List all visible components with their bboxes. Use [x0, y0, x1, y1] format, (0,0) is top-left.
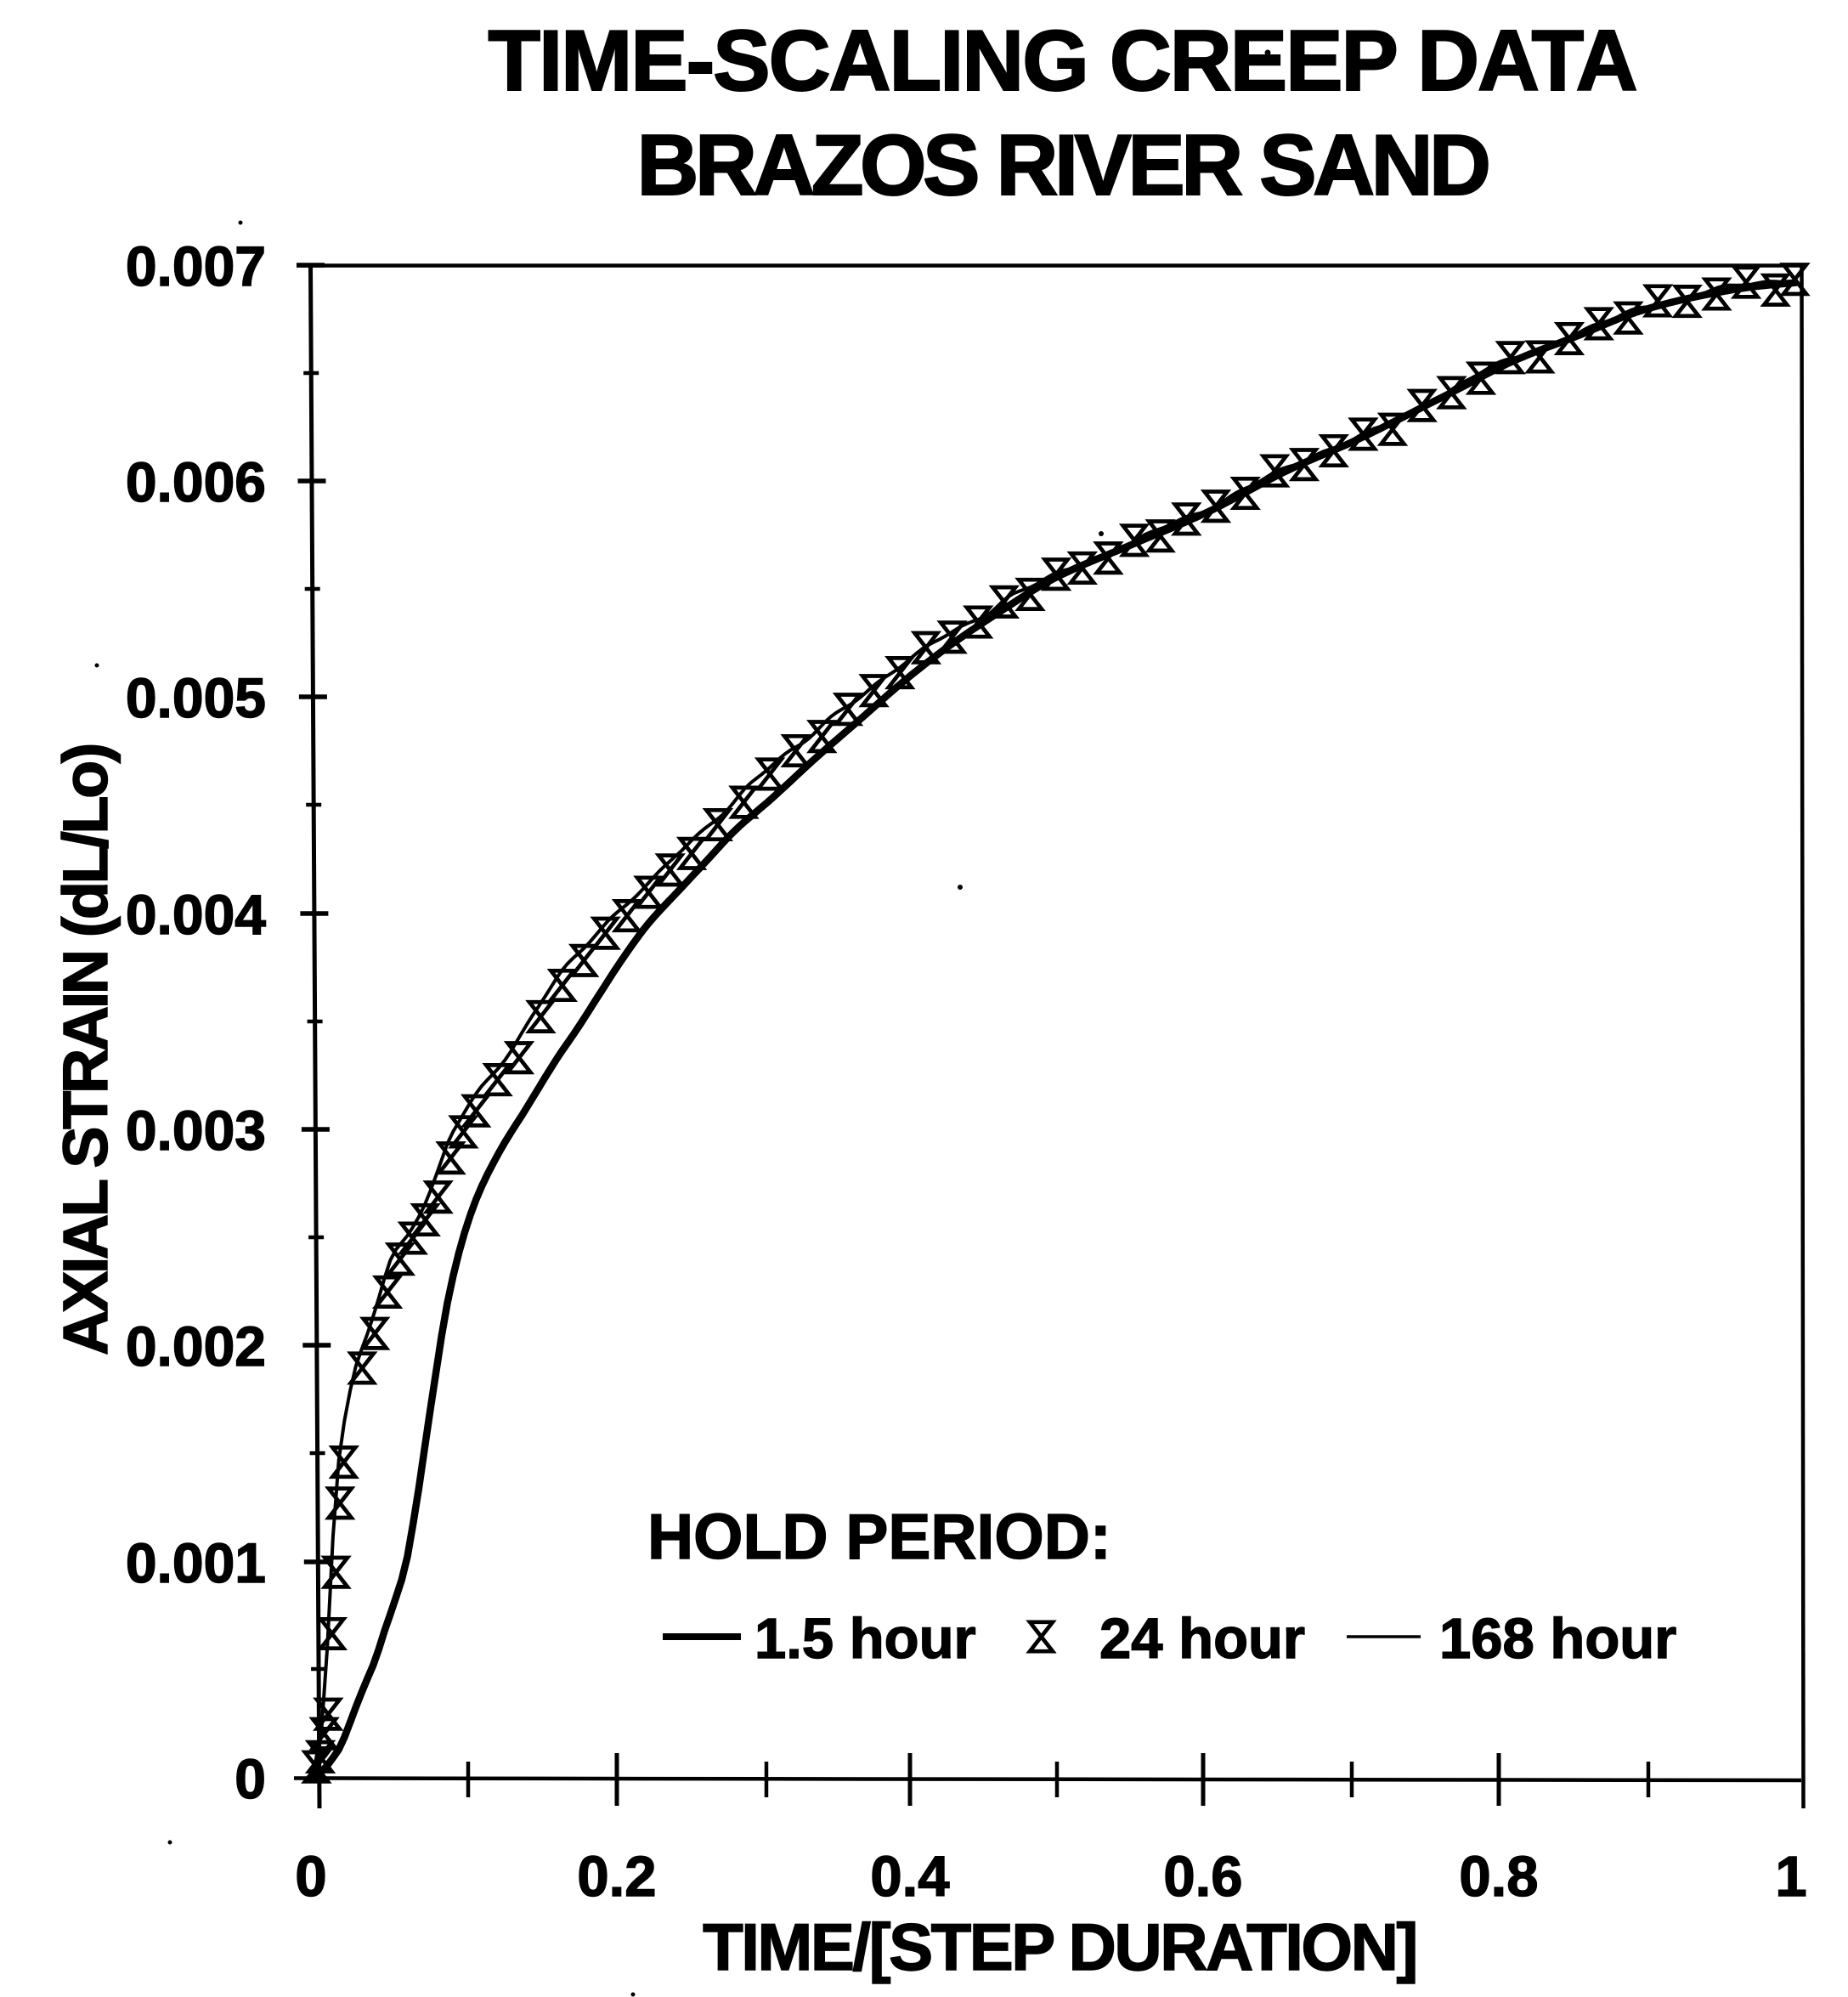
svg-text:0.6: 0.6 [1163, 1845, 1242, 1909]
svg-text:TIME/[STEP DURATION]: TIME/[STEP DURATION] [703, 1909, 1416, 1984]
svg-text:0.4: 0.4 [870, 1845, 949, 1909]
svg-text:24 hour: 24 hour [1099, 1607, 1305, 1671]
svg-text:BRAZOS RIVER SAND: BRAZOS RIVER SAND [637, 118, 1488, 213]
svg-text:0.8: 0.8 [1459, 1845, 1538, 1909]
svg-text:0.006: 0.006 [126, 450, 266, 513]
svg-text:0.004: 0.004 [126, 883, 266, 946]
svg-text:1: 1 [1775, 1845, 1806, 1909]
svg-text:0.2: 0.2 [577, 1845, 656, 1909]
svg-text:0: 0 [295, 1845, 326, 1909]
svg-text:HOLD PERIOD:: HOLD PERIOD: [647, 1501, 1111, 1572]
svg-text:0: 0 [235, 1747, 266, 1810]
svg-text:AXIAL STRAIN (dL/Lo): AXIAL STRAIN (dL/Lo) [50, 745, 121, 1355]
svg-text:168 hour: 168 hour [1439, 1607, 1676, 1671]
svg-text:0.007: 0.007 [126, 235, 266, 297]
svg-text:0.003: 0.003 [126, 1099, 266, 1162]
svg-text:TIME-SCALING CREEP DATA: TIME-SCALING CREEP DATA [488, 14, 1636, 109]
svg-text:0.002: 0.002 [126, 1315, 266, 1378]
svg-text:1.5 hour: 1.5 hour [754, 1607, 976, 1671]
svg-text:0.001: 0.001 [126, 1531, 266, 1594]
svg-text:0.005: 0.005 [126, 666, 266, 729]
